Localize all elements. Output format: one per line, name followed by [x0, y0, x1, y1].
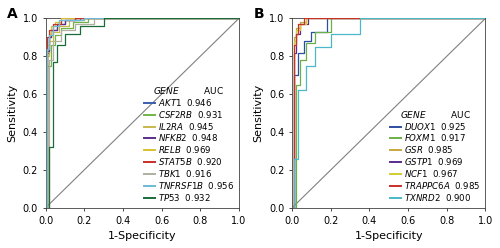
X-axis label: 1-Specificity: 1-Specificity	[354, 231, 423, 241]
Text: B: B	[254, 7, 264, 21]
Text: A: A	[7, 7, 18, 21]
Y-axis label: Sensitivity: Sensitivity	[254, 84, 264, 142]
Legend: $\it{DUOX1}$  0.925, $\it{FOXM1}$  0.917, $\it{GSR}$  0.985, $\it{GSTP1}$  0.969: $\it{DUOX1}$ 0.925, $\it{FOXM1}$ 0.917, …	[390, 108, 481, 204]
X-axis label: 1-Specificity: 1-Specificity	[108, 231, 176, 241]
Legend: $\it{AKT1}$  0.946, $\it{CSF2RB}$  0.931, $\it{IL2RA}$  0.945, $\it{NFKB2}$  0.9: $\it{AKT1}$ 0.946, $\it{CSF2RB}$ 0.931, …	[143, 84, 234, 204]
Y-axis label: Sensitivity: Sensitivity	[7, 84, 17, 142]
